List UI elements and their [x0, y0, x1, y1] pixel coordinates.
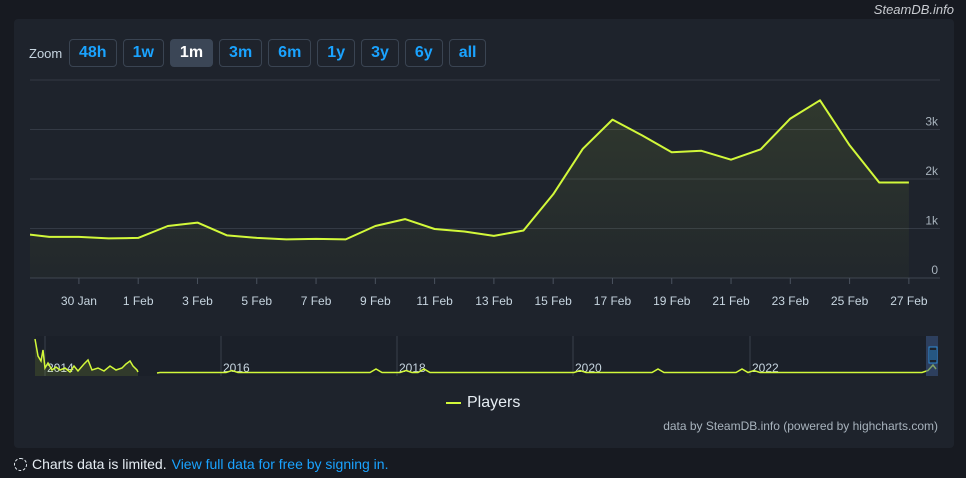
- zoom-button-48h[interactable]: 48h: [69, 39, 117, 67]
- x-tick-label: 23 Feb: [772, 294, 810, 308]
- x-tick-label: 7 Feb: [301, 294, 332, 308]
- y-tick-label: 0: [931, 263, 938, 277]
- zoom-button-3y[interactable]: 3y: [361, 39, 399, 67]
- navigator-line-early: [34, 338, 139, 374]
- x-tick-label: 11 Feb: [416, 294, 453, 308]
- x-axis-ticks: 30 Jan 1 Feb 3 Feb 5 Feb 7 Feb 9 Feb 11 Feb 13 …: [61, 278, 928, 308]
- players-line: [30, 99, 909, 241]
- y-tick-label: 2k: [925, 164, 939, 178]
- y-axis-ticks: 0 1k 2k 3k: [925, 115, 939, 278]
- x-tick-label: 5 Feb: [241, 294, 272, 308]
- legend-swatch: [446, 402, 461, 404]
- players-area: [30, 100, 909, 278]
- x-tick-label: 17 Feb: [594, 294, 632, 308]
- navigator-area-early: [35, 339, 138, 376]
- y-tick-label: 3k: [925, 115, 939, 129]
- x-tick-label: 30 Jan: [61, 294, 97, 308]
- x-tick-label: 27 Feb: [890, 294, 928, 308]
- series-area: [30, 100, 909, 278]
- x-tick-label: 15 Feb: [534, 294, 572, 308]
- series-line: [30, 99, 909, 241]
- navigator-background: [35, 336, 938, 376]
- y-tick-label: 1k: [925, 214, 939, 228]
- x-tick-label: 3 Feb: [182, 294, 213, 308]
- dashed-circle-icon: [14, 457, 27, 471]
- zoom-button-1y[interactable]: 1y: [317, 39, 356, 67]
- zoom-button-3m[interactable]: 3m: [219, 39, 263, 67]
- navigator-line: [156, 363, 937, 374]
- highcharts-credit[interactable]: data by SteamDB.info (powered by highcha…: [663, 419, 938, 433]
- legend-item-players[interactable]: Players: [446, 394, 520, 412]
- navigator-year-label: 2014: [47, 361, 74, 375]
- zoom-label: Zoom: [29, 46, 63, 61]
- x-tick-label: 19 Feb: [653, 294, 691, 308]
- sign-in-link[interactable]: View full data for free by signing in.: [171, 456, 389, 472]
- zoom-button-all[interactable]: all: [448, 39, 487, 67]
- x-tick-label: 1 Feb: [123, 294, 154, 308]
- zoom-button-6m[interactable]: 6m: [268, 39, 312, 67]
- limited-data-notice: Charts data is limited. View full data f…: [14, 456, 388, 472]
- notice-text: Charts data is limited.: [32, 456, 167, 472]
- navigator[interactable]: 2014 2016 2018 2020 2022: [34, 336, 938, 376]
- legend-label: Players: [467, 394, 521, 411]
- x-tick-label: 9 Feb: [360, 294, 391, 308]
- zoom-button-6y[interactable]: 6y: [404, 39, 443, 67]
- zoom-button-1m[interactable]: 1m: [169, 39, 214, 67]
- x-tick-label: 25 Feb: [831, 294, 869, 308]
- x-tick-label: 21 Feb: [712, 294, 750, 308]
- steamdb-credit[interactable]: SteamDB.info: [873, 2, 954, 17]
- zoom-button-1w[interactable]: 1w: [122, 39, 164, 67]
- zoom-bar: 48h 1w 1m 3m 6m 1y 3y 6y all: [69, 39, 487, 67]
- x-tick-label: 13 Feb: [475, 294, 513, 308]
